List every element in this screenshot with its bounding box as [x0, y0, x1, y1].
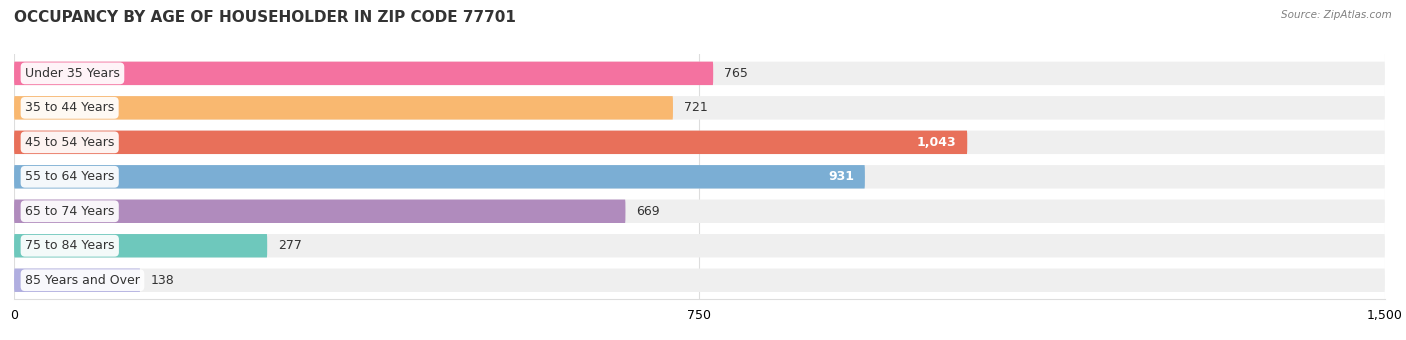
FancyBboxPatch shape [14, 269, 1385, 292]
FancyBboxPatch shape [14, 200, 1385, 223]
Text: 931: 931 [828, 170, 853, 183]
Text: OCCUPANCY BY AGE OF HOUSEHOLDER IN ZIP CODE 77701: OCCUPANCY BY AGE OF HOUSEHOLDER IN ZIP C… [14, 10, 516, 25]
Text: 45 to 54 Years: 45 to 54 Years [25, 136, 114, 149]
FancyBboxPatch shape [14, 234, 1385, 257]
Text: 721: 721 [683, 101, 707, 114]
FancyBboxPatch shape [14, 200, 626, 223]
Text: 85 Years and Over: 85 Years and Over [25, 274, 141, 287]
FancyBboxPatch shape [14, 62, 1385, 85]
Text: 277: 277 [278, 239, 302, 252]
FancyBboxPatch shape [14, 131, 967, 154]
Text: 75 to 84 Years: 75 to 84 Years [25, 239, 114, 252]
FancyBboxPatch shape [14, 234, 267, 257]
FancyBboxPatch shape [14, 131, 1385, 154]
Text: 55 to 64 Years: 55 to 64 Years [25, 170, 114, 183]
FancyBboxPatch shape [14, 62, 713, 85]
Text: Source: ZipAtlas.com: Source: ZipAtlas.com [1281, 10, 1392, 20]
Text: 765: 765 [724, 67, 748, 80]
Text: 138: 138 [152, 274, 174, 287]
FancyBboxPatch shape [14, 269, 141, 292]
Text: 1,043: 1,043 [917, 136, 956, 149]
Text: 669: 669 [637, 205, 659, 218]
FancyBboxPatch shape [14, 96, 1385, 120]
FancyBboxPatch shape [14, 96, 673, 120]
Text: Under 35 Years: Under 35 Years [25, 67, 120, 80]
Text: 35 to 44 Years: 35 to 44 Years [25, 101, 114, 114]
FancyBboxPatch shape [14, 165, 865, 188]
FancyBboxPatch shape [14, 165, 1385, 188]
Text: 65 to 74 Years: 65 to 74 Years [25, 205, 114, 218]
